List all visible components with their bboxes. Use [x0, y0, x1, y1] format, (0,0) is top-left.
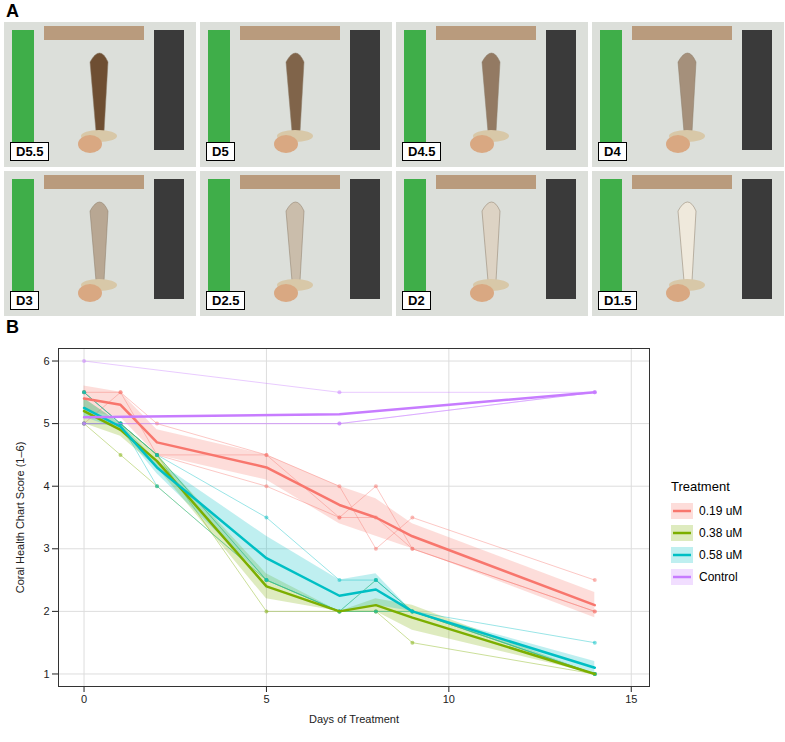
html-text:D3: D3: [16, 293, 33, 308]
svg-text:Days of Treatment: Days of Treatment: [309, 713, 399, 725]
html-text:0.58 uM: 0.58 uM: [699, 547, 743, 562]
svg-text:5: 5: [263, 693, 269, 705]
svg-text:5: 5: [43, 417, 49, 429]
svg-text:Coral Health Chart Score (1–6): Coral Health Chart Score (1–6): [14, 442, 26, 594]
html-text:D1.5: D1.5: [604, 293, 632, 308]
svg-text:3: 3: [43, 542, 49, 554]
html-text:D4.5: D4.5: [408, 144, 436, 159]
html-text:D5: D5: [212, 144, 229, 159]
html-text:D2.5: D2.5: [212, 293, 240, 308]
html-text:0.19 uM: 0.19 uM: [699, 503, 743, 518]
html-text:Treatment: Treatment: [671, 478, 730, 494]
svg-text:1: 1: [43, 668, 49, 680]
svg-text:2: 2: [43, 605, 49, 617]
html-text:0.38 uM: 0.38 uM: [699, 525, 743, 540]
svg-text:6: 6: [43, 355, 49, 367]
svg-text:4: 4: [43, 480, 49, 492]
html-text:B: B: [6, 317, 19, 337]
html-text:D5.5: D5.5: [16, 144, 44, 159]
svg-text:15: 15: [625, 693, 637, 705]
html-text:D4: D4: [604, 144, 621, 159]
html-text:Control: Control: [699, 569, 738, 584]
svg-text:0: 0: [81, 693, 87, 705]
svg-text:10: 10: [443, 693, 455, 705]
html-text:A: A: [6, 1, 19, 21]
html-text:D2: D2: [408, 293, 425, 308]
